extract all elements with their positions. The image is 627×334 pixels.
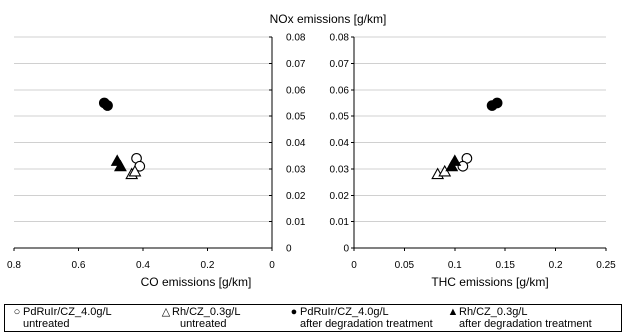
y-tick-label: 0.08: [286, 33, 306, 44]
filled-circle-point: [486, 100, 498, 111]
x-tick-label: 0.2: [549, 260, 563, 271]
y-tick-label: 0.04: [330, 138, 350, 149]
legend: ○ PdRuIr/CZ_4.0g/L untreated △ Rh/CZ_0.3g/…: [4, 304, 622, 332]
co-x-axis-title: CO emissions [g/km]: [141, 275, 252, 289]
filled-triangle-point: [113, 159, 127, 172]
y-tick-label: 0.06: [330, 85, 350, 96]
thc-x-axis-title: THC emissions [g/km]: [431, 275, 548, 289]
open-triangle-point: [128, 164, 142, 177]
x-tick-label: 0: [269, 260, 275, 271]
legend-sublabel: after degradation treatment: [459, 318, 592, 330]
y-tick-label: 0: [286, 244, 292, 255]
x-tick-label: 0.15: [495, 260, 515, 271]
open-triangle-marker-icon: △: [161, 306, 171, 318]
y-tick-label: 0.05: [330, 112, 350, 123]
x-tick-label: 0.1: [448, 260, 462, 271]
filled-triangle-marker-icon: ▲: [447, 306, 459, 318]
y-tick-label: 0.08: [330, 33, 350, 44]
co-nox-plot: 0 0.01 0.02 0.03 0.04 0.05 0.06 0.07 0.08 0.8 0.6 0…: [7, 33, 306, 290]
y-tick-label: 0: [343, 244, 349, 255]
filled-triangle-point: [448, 154, 462, 166]
legend-label: PdRuIr/CZ_4.0g/L: [300, 306, 389, 318]
y-tick-label: 0.07: [286, 59, 306, 70]
chart-canvas: NOx emissions [g/km] 0 0.01 0.02 0.03 0.04 0.…: [7, 12, 617, 290]
x-tick-label: 0.8: [7, 260, 21, 271]
y-tick-label: 0.03: [330, 164, 350, 175]
legend-item-pdruir-untreated: ○ PdRuIr/CZ_4.0g/L untreated: [11, 306, 112, 330]
top-axis-title: NOx emissions [g/km]: [270, 12, 387, 26]
y-tick-label: 0.06: [286, 85, 306, 96]
x-tick-label: 0.6: [72, 260, 86, 271]
x-tick-label: 0.4: [136, 260, 150, 271]
open-circle-marker-icon: ○: [13, 306, 21, 318]
open-circle-point: [457, 160, 469, 172]
y-tick-label: 0.03: [286, 164, 306, 175]
y-tick-label: 0.01: [286, 217, 306, 228]
legend-item-rh-degraded: ▲Rh/CZ_0.3g/L after degradation treatmen…: [447, 306, 592, 330]
x-tick-label: 0.05: [395, 260, 415, 271]
y-tick-label: 0.02: [330, 191, 350, 202]
legend-label: Rh/CZ_0.3g/L: [459, 306, 528, 318]
legend-sublabel: untreated: [23, 318, 70, 330]
legend-sublabel: untreated: [180, 318, 227, 330]
filled-circle-point: [102, 100, 113, 111]
legend-item-pdruir-degraded: ● PdRuIr/CZ_4.0g/L after degradation trea…: [288, 306, 433, 330]
legend-sublabel: after degradation treatment: [300, 318, 433, 330]
x-tick-label: 0: [351, 260, 357, 271]
y-tick-label: 0.05: [286, 112, 306, 123]
y-tick-label: 0.02: [286, 191, 306, 202]
x-tick-label: 0.25: [596, 260, 616, 271]
legend-label: Rh/CZ_0.3g/L: [172, 306, 241, 318]
legend-item-rh-untreated: △ Rh/CZ_0.3g/L untreated: [160, 306, 241, 330]
x-tick-label: 0.2: [201, 260, 215, 271]
y-tick-label: 0.04: [286, 138, 306, 149]
y-tick-label: 0.01: [330, 217, 350, 228]
filled-circle-marker-icon: ●: [290, 306, 298, 318]
legend-label: PdRuIr/CZ_4.0g/L: [23, 306, 112, 318]
thc-nox-plot: 0 0.01 0.02 0.03 0.04 0.05 0.06 0.07 0.08 0 0.05 0.…: [330, 33, 617, 290]
y-tick-label: 0.07: [330, 59, 350, 70]
